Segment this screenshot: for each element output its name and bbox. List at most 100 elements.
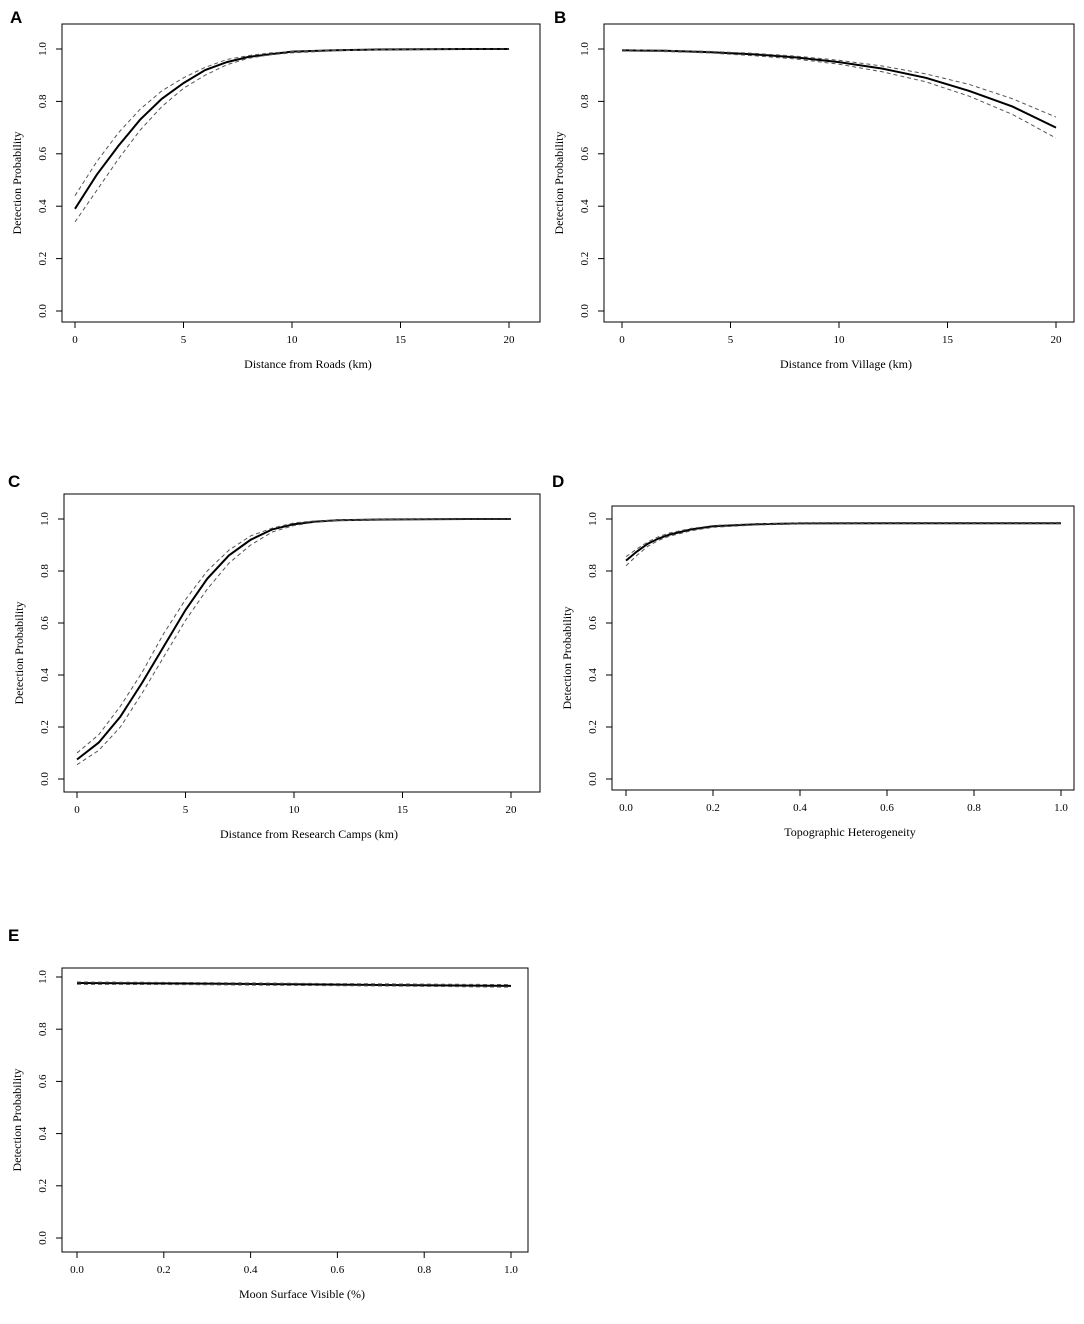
x-tick-label: 15 — [395, 334, 407, 346]
y-tick-label: 0.2 — [39, 720, 51, 734]
x-tick-label: 20 — [506, 804, 518, 816]
y-tick-label: 0.6 — [579, 146, 591, 160]
plot-frame — [61, 967, 529, 1253]
x-tick-label: 20 — [504, 334, 516, 346]
y-tick-label: 0.2 — [37, 1179, 49, 1193]
y-tick-label: 1.0 — [39, 512, 51, 526]
x-tick-label: 5 — [181, 334, 187, 346]
y-tick-label: 0.4 — [579, 199, 591, 213]
panel-label-c: C — [8, 472, 21, 491]
x-tick-label: 5 — [728, 334, 734, 346]
panel-b: B 0 5 10 15 20 0.0 0.2 0.4 0.6 0.8 1.0 Distance fro… — [544, 0, 1084, 400]
y-tick-label: 0.6 — [37, 1074, 49, 1088]
y-tick-label: 1.0 — [579, 42, 591, 56]
x-tick-label: 10 — [289, 804, 301, 816]
y-tick-label: 0.0 — [587, 772, 599, 786]
panel-a: A 0 5 10 15 20 0.0 0.2 0.4 0.6 0.8 1.0 Distance fro… — [0, 0, 541, 400]
y-tick-label: 0.4 — [587, 668, 599, 682]
x-tick-label: 0 — [74, 804, 80, 816]
series-upper-line — [76, 518, 511, 754]
x-tick-label: 0 — [619, 334, 625, 346]
y-tick-label: 0.8 — [579, 94, 591, 108]
y-tick-label: 0.2 — [579, 252, 591, 266]
x-tick-label: 0.0 — [70, 1264, 84, 1276]
y-tick-label: 0.8 — [37, 1022, 49, 1036]
x-tick-label: 0.8 — [967, 802, 981, 814]
x-axis-title: Distance from Village (km) — [780, 357, 912, 371]
panel-label-a: A — [10, 8, 23, 27]
plot-frame — [63, 493, 541, 793]
series-lower-line — [74, 48, 509, 223]
x-tick-label: 1.0 — [1054, 802, 1068, 814]
y-tick-label: 0.6 — [37, 146, 49, 160]
y-tick-label: 0.0 — [579, 304, 591, 318]
series-estimate-line — [621, 49, 1057, 129]
panel-label-e: E — [8, 926, 20, 945]
y-tick-label: 0.6 — [587, 616, 599, 630]
chart-d: 0.0 0.2 0.4 0.6 0.8 1.0 0.0 0.2 0.4 0.6 0.8 1.0 Topo… — [560, 505, 1075, 839]
y-axis-title: Detection Probability — [10, 1069, 24, 1172]
y-axis-title: Detection Probability — [12, 602, 26, 705]
x-tick-label: 0.0 — [619, 802, 633, 814]
series-lower-line — [76, 983, 512, 988]
x-tick-label: 0.8 — [417, 1264, 431, 1276]
y-tick-label: 0.6 — [39, 616, 51, 630]
x-tick-label: 1.0 — [504, 1264, 518, 1276]
series-upper-line — [621, 49, 1057, 118]
y-tick-label: 1.0 — [37, 42, 49, 56]
series-upper-line — [74, 48, 509, 196]
series-estimate-line — [76, 518, 511, 761]
x-tick-label: 20 — [1051, 334, 1063, 346]
y-tick-label: 1.0 — [37, 970, 49, 984]
y-tick-label: 0.0 — [37, 1231, 49, 1245]
y-tick-label: 0.8 — [39, 564, 51, 578]
x-tick-label: 0 — [72, 334, 78, 346]
x-tick-label: 15 — [942, 334, 954, 346]
series-upper-line — [625, 522, 1061, 558]
x-tick-label: 0.2 — [157, 1264, 171, 1276]
x-tick-label: 0.6 — [331, 1264, 345, 1276]
x-tick-label: 0.4 — [244, 1264, 258, 1276]
x-axis-title: Distance from Research Camps (km) — [220, 827, 398, 841]
series-upper-line — [76, 981, 512, 986]
panel-d: D 0.0 0.2 0.4 0.6 0.8 1.0 0.0 0.2 0.4 0.6 0.8 1.0 To… — [544, 470, 1084, 870]
x-axis-title: Distance from Roads (km) — [244, 357, 372, 371]
y-tick-label: 0.4 — [37, 1126, 49, 1140]
panel-c: C 0 5 10 15 20 0.0 0.2 0.4 0.6 0.8 1.0 Distance fro… — [0, 470, 541, 870]
x-axis-title: Moon Surface Visible (%) — [239, 1287, 365, 1301]
y-tick-label: 0.2 — [587, 720, 599, 734]
chart-e: 0.0 0.2 0.4 0.6 0.8 1.0 0.0 0.2 0.4 0.6 0.8 1.0 Moon… — [10, 967, 529, 1301]
y-tick-label: 0.2 — [37, 252, 49, 266]
series-lower-line — [621, 50, 1057, 139]
chart-a: 0 5 10 15 20 0.0 0.2 0.4 0.6 0.8 1.0 Distance from … — [10, 23, 541, 371]
chart-b: 0 5 10 15 20 0.0 0.2 0.4 0.6 0.8 1.0 Distance from … — [552, 23, 1075, 371]
x-axis-title: Topographic Heterogeneity — [784, 825, 915, 839]
plot-frame — [603, 23, 1075, 323]
series-estimate-line — [625, 522, 1061, 562]
series-estimate-line — [76, 982, 512, 987]
x-tick-label: 0.6 — [880, 802, 894, 814]
panel-e: E 0.0 0.2 0.4 0.6 0.8 1.0 0.0 0.2 0.4 0.6 0.8 1.0 Mo… — [0, 924, 540, 1324]
y-tick-label: 0.0 — [37, 304, 49, 318]
x-tick-label: 5 — [183, 804, 189, 816]
series-lower-line — [76, 518, 511, 766]
plot-frame — [61, 23, 541, 323]
panel-label-d: D — [552, 472, 565, 491]
x-tick-label: 0.4 — [793, 802, 807, 814]
y-tick-label: 0.4 — [37, 199, 49, 213]
panel-label-b: B — [554, 8, 567, 27]
x-tick-label: 10 — [287, 334, 299, 346]
y-tick-label: 0.8 — [587, 564, 599, 578]
chart-c: 0 5 10 15 20 0.0 0.2 0.4 0.6 0.8 1.0 Distance from … — [12, 493, 541, 841]
y-axis-title: Detection Probability — [560, 607, 574, 710]
plot-frame — [611, 505, 1075, 791]
y-tick-label: 1.0 — [587, 512, 599, 526]
series-lower-line — [625, 523, 1061, 567]
y-axis-title: Detection Probability — [10, 132, 24, 235]
series-estimate-line — [74, 48, 509, 210]
x-tick-label: 0.2 — [706, 802, 720, 814]
y-tick-label: 0.0 — [39, 772, 51, 786]
y-tick-label: 0.8 — [37, 94, 49, 108]
x-tick-label: 15 — [397, 804, 409, 816]
y-tick-label: 0.4 — [39, 668, 51, 682]
